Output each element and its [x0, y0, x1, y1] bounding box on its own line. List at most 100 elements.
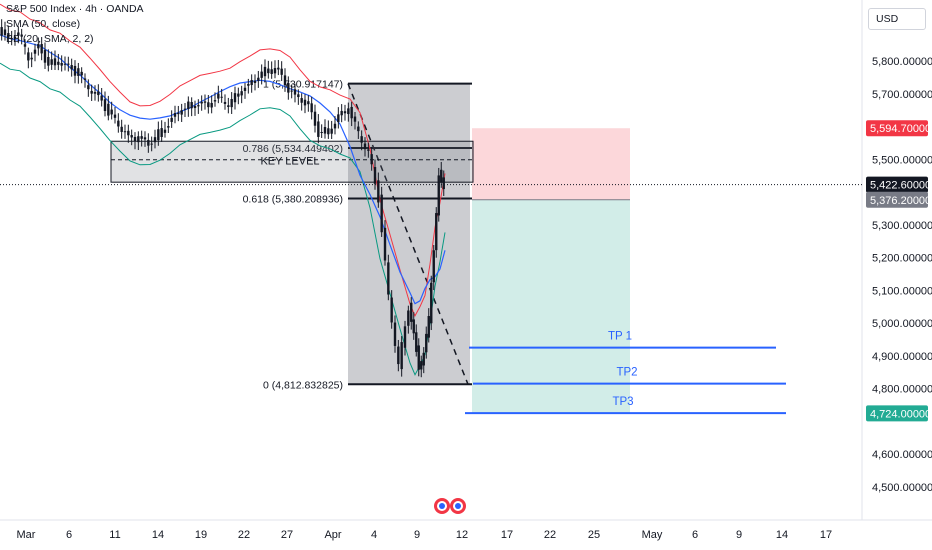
candle-body[interactable]	[177, 112, 180, 115]
candle-body[interactable]	[390, 297, 393, 323]
candle-body[interactable]	[20, 34, 23, 37]
candle-body[interactable]	[417, 345, 420, 370]
fib-trend-line[interactable]	[347, 83, 469, 385]
candle-body[interactable]	[260, 71, 263, 78]
candle-body[interactable]	[407, 310, 410, 326]
bollinger-lower-line[interactable]	[0, 62, 446, 376]
candle-body[interactable]	[193, 105, 197, 109]
candle-body[interactable]	[437, 175, 440, 216]
candle-body[interactable]	[147, 139, 150, 146]
candle-body[interactable]	[130, 135, 133, 138]
candle-body[interactable]	[247, 83, 250, 86]
candle-body[interactable]	[40, 44, 43, 54]
candle-body[interactable]	[83, 78, 87, 80]
candle-body[interactable]	[33, 49, 37, 54]
candle-body[interactable]	[257, 77, 260, 81]
candle-body[interactable]	[333, 123, 337, 129]
candle-body[interactable]	[163, 129, 167, 133]
candle-body[interactable]	[432, 250, 435, 283]
bollinger-upper-line[interactable]	[0, 3, 446, 317]
candle-body[interactable]	[400, 342, 403, 370]
candle-body[interactable]	[13, 36, 17, 39]
candle-body[interactable]	[27, 52, 30, 61]
candle-body[interactable]	[320, 132, 323, 134]
candle-body[interactable]	[237, 93, 240, 97]
candle-body[interactable]	[323, 127, 327, 134]
candle-body[interactable]	[427, 316, 430, 338]
candle-body[interactable]	[170, 117, 173, 122]
key-level-zone[interactable]	[110, 140, 474, 183]
candle-body[interactable]	[233, 93, 237, 103]
candle-body[interactable]	[303, 99, 307, 106]
candle-body[interactable]	[207, 102, 210, 108]
candle-body[interactable]	[412, 319, 415, 334]
candle-body[interactable]	[120, 126, 123, 132]
candle-body[interactable]	[137, 136, 140, 143]
candle-body[interactable]	[180, 110, 183, 115]
candle-body[interactable]	[200, 101, 203, 104]
candle-body[interactable]	[17, 32, 20, 36]
candle-body[interactable]	[360, 136, 363, 143]
candle-body[interactable]	[300, 98, 303, 103]
candle-body[interactable]	[363, 143, 367, 150]
candle-body[interactable]	[70, 65, 73, 70]
candle-body[interactable]	[317, 121, 320, 137]
candle-body[interactable]	[227, 105, 230, 107]
candle-body[interactable]	[357, 126, 360, 132]
candle-body[interactable]	[327, 128, 330, 135]
candle-body[interactable]	[173, 113, 177, 117]
candle-body[interactable]	[10, 38, 13, 40]
candle-body[interactable]	[283, 75, 287, 86]
candle-body[interactable]	[370, 154, 373, 165]
take-profit-zone[interactable]	[472, 199, 630, 414]
candle-body[interactable]	[133, 136, 137, 142]
candle-body[interactable]	[273, 68, 277, 74]
candle-body[interactable]	[127, 130, 130, 136]
candle-body[interactable]	[87, 85, 90, 90]
candle-body[interactable]	[307, 101, 310, 105]
candle-body[interactable]	[167, 126, 170, 128]
candle-body[interactable]	[90, 90, 93, 94]
bb-indicator-label[interactable]: BB (20, SMA, 2, 2)	[6, 33, 94, 45]
stop-loss-zone[interactable]	[472, 128, 630, 200]
candle-body[interactable]	[270, 69, 273, 74]
candle-body[interactable]	[297, 94, 300, 98]
candle-body[interactable]	[47, 56, 50, 66]
candle-body[interactable]	[310, 103, 313, 113]
candle-body[interactable]	[253, 80, 257, 83]
candle-body[interactable]	[340, 110, 343, 116]
candle-body[interactable]	[287, 83, 290, 93]
candle-body[interactable]	[80, 71, 83, 76]
candle-body[interactable]	[230, 99, 233, 108]
candle-body[interactable]	[383, 227, 387, 261]
candle-body[interactable]	[277, 67, 280, 70]
candle-body[interactable]	[113, 114, 117, 118]
candle-body[interactable]	[337, 114, 340, 123]
candle-body[interactable]	[350, 106, 353, 119]
candle-body[interactable]	[160, 128, 163, 137]
candle-body[interactable]	[387, 262, 390, 295]
economic-event-icons[interactable]	[434, 498, 466, 514]
candle-body[interactable]	[267, 68, 270, 74]
candle-body[interactable]	[290, 90, 293, 92]
candle-body[interactable]	[220, 96, 223, 98]
candle-body[interactable]	[100, 95, 103, 101]
candle-body[interactable]	[103, 99, 107, 112]
candle-body[interactable]	[63, 63, 67, 65]
candle-body[interactable]	[393, 322, 397, 346]
candle-body[interactable]	[410, 302, 413, 322]
candle-body[interactable]	[280, 68, 283, 75]
candle-body[interactable]	[380, 194, 383, 233]
candle-body[interactable]	[243, 87, 247, 91]
candle-body[interactable]	[57, 61, 60, 65]
candle-body[interactable]	[377, 180, 380, 203]
candle-body[interactable]	[187, 101, 190, 110]
candle-body[interactable]	[435, 213, 438, 251]
candle-body[interactable]	[53, 58, 57, 66]
candle-body[interactable]	[43, 49, 47, 63]
sma-50-line[interactable]	[0, 34, 446, 305]
candle-body[interactable]	[403, 326, 407, 348]
symbol-title[interactable]: S&P 500 Index · 4h · OANDA	[6, 3, 144, 15]
candle-body[interactable]	[415, 332, 418, 352]
